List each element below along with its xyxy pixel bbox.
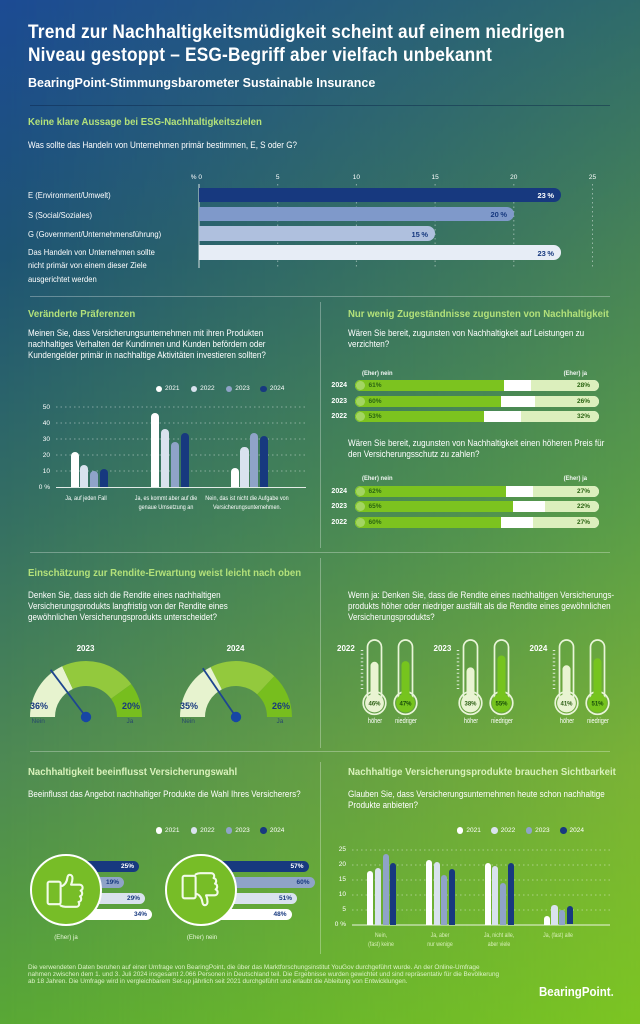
svg-text:51%: 51% bbox=[591, 701, 604, 707]
svg-text:46%: 46% bbox=[368, 701, 381, 707]
svg-text:55%: 55% bbox=[495, 701, 508, 707]
svg-text:41%: 41% bbox=[560, 701, 573, 707]
svg-text:47%: 47% bbox=[399, 701, 412, 707]
svg-text:38%: 38% bbox=[464, 701, 477, 707]
